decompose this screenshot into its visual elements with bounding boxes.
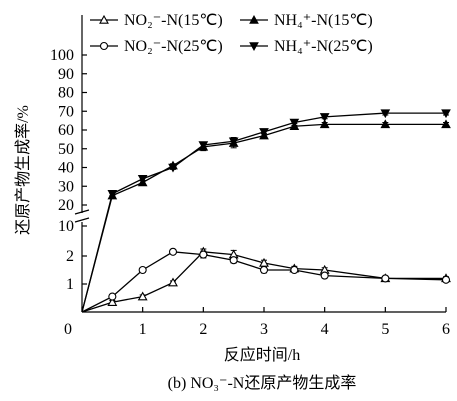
y-tick-label: 20 — [58, 197, 74, 214]
data-point — [168, 247, 178, 256]
data-point — [289, 118, 300, 128]
figure-caption: (b) NO₃⁻-N还原产物生成率 — [168, 374, 357, 392]
data-point — [380, 119, 391, 129]
legend-marker — [249, 14, 259, 24]
series-layer — [81, 109, 451, 313]
legend: NO₂⁻-N(15℃) NO₂⁻-N(25℃) NH₄⁺-N(15℃) NH₄⁺-N(… — [90, 12, 373, 55]
data-point — [290, 265, 299, 275]
x-tick-label: 2 — [199, 321, 207, 338]
x-tick-label: 1 — [139, 321, 147, 338]
data-point — [259, 265, 269, 275]
y-tick-label: 80 — [58, 85, 74, 102]
data-point — [320, 271, 329, 280]
legend-item: NH₄⁺-N(15℃) — [240, 12, 373, 29]
y-tick-label: 70 — [58, 103, 74, 120]
x-tick-label: 3 — [260, 321, 268, 338]
x-axis-title: 反应时间/h — [224, 345, 300, 364]
series-4 — [81, 109, 451, 313]
data-point — [381, 274, 390, 283]
legend-label: NO₂⁻-N(15℃) — [124, 12, 223, 29]
data-point — [198, 141, 209, 151]
series-line — [81, 123, 446, 313]
y-tick-label: 10 — [58, 218, 74, 235]
data-point — [441, 109, 451, 119]
data-point — [380, 109, 391, 119]
legend-item: NO₂⁻-N(15℃) — [90, 12, 223, 29]
data-point — [168, 277, 178, 287]
series-3 — [81, 119, 451, 313]
data-point — [441, 119, 451, 129]
x-tick-label: 5 — [381, 321, 389, 338]
x-ticks: 0 1 2 3 4 5 6 — [64, 307, 450, 338]
axes — [74, 15, 446, 313]
data-point — [137, 291, 148, 301]
y-tick-label: 30 — [58, 178, 74, 195]
y-tick-label: 50 — [58, 141, 74, 158]
data-point — [199, 250, 208, 259]
data-point — [137, 175, 148, 184]
axis-break-mark-2 — [74, 217, 90, 223]
data-point — [319, 119, 330, 129]
data-point — [319, 113, 330, 122]
data-point — [138, 265, 147, 275]
y-tick-label: 60 — [58, 122, 74, 139]
legend-label: NH₄⁺-N(25℃) — [274, 38, 373, 55]
x-tick-label: 4 — [321, 321, 329, 338]
data-point — [168, 163, 178, 173]
data-point — [229, 256, 238, 265]
legend-label: NO₂⁻-N(25℃) — [124, 38, 223, 55]
series-1 — [81, 246, 451, 313]
data-point — [441, 275, 451, 284]
y-tick-label: 2 — [66, 248, 74, 265]
x-tick-label: 6 — [442, 321, 450, 338]
legend-item: NH₄⁺-N(25℃) — [240, 38, 373, 55]
legend-marker — [99, 14, 109, 24]
series-line — [81, 112, 446, 313]
data-point — [259, 128, 269, 137]
data-point — [228, 137, 239, 147]
y-tick-label: 90 — [58, 66, 74, 83]
y-tick-label: 1 — [66, 276, 74, 293]
y-tick-label: 40 — [58, 160, 74, 177]
y-axis-title: 还原产物生成率/% — [14, 105, 32, 235]
y-tick-label: 100 — [50, 47, 74, 64]
data-point — [107, 190, 118, 199]
legend-item: NO₂⁻-N(25℃) — [90, 38, 223, 55]
data-point — [108, 292, 117, 301]
data-point — [107, 297, 118, 306]
legend-label: NH₄⁺-N(15℃) — [274, 12, 373, 29]
legend-marker — [249, 42, 259, 52]
x-tick-label: 0 — [64, 321, 72, 338]
series-2 — [81, 247, 451, 313]
axis-break-mark-1 — [74, 209, 90, 215]
legend-marker — [99, 41, 109, 51]
